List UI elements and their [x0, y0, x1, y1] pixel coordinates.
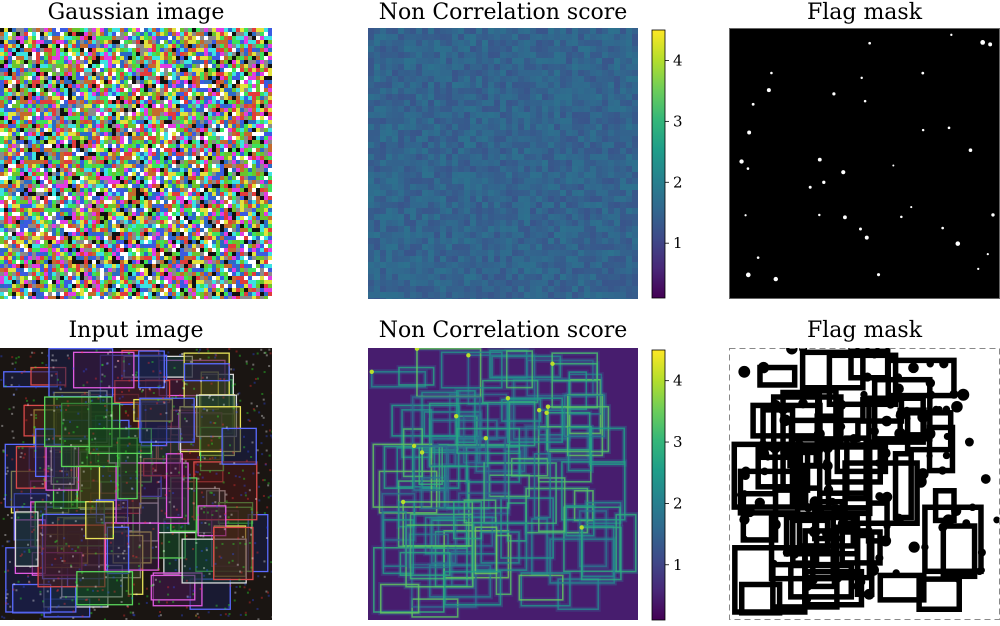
mask-background	[729, 28, 1000, 299]
colorbar-tick-label: 4	[673, 51, 683, 69]
noise-pixels	[0, 28, 272, 299]
colorbar-tick-label: 2	[673, 173, 683, 191]
panel-title: Non Correlation score	[368, 0, 638, 25]
score-field	[368, 28, 638, 299]
panel-title: Flag mask	[729, 318, 1000, 343]
colorbar-gradient	[652, 350, 665, 620]
noncorr-top-plot	[368, 28, 638, 299]
colorbar-tick-label: 3	[673, 112, 683, 130]
gaussian-image-plot	[0, 28, 272, 299]
colorbar-tick-label: 1	[673, 556, 683, 574]
colorbar-tick-label: 3	[673, 433, 683, 451]
colorbar-tick-label: 2	[673, 494, 683, 512]
colorbar-tick-label: 4	[673, 372, 683, 390]
panel-title: Non Correlation score	[368, 318, 638, 343]
colorbar-gradient	[652, 30, 665, 298]
colorbar-top: 1 2 3 4	[650, 28, 710, 300]
panel-flag-mask-bottom: Flag mask	[729, 318, 1000, 622]
panel-title: Gaussian image	[0, 0, 272, 25]
panel-title: Flag mask	[729, 0, 1000, 25]
panel-gaussian-image: Gaussian image	[0, 0, 272, 300]
panel-noncorr-top: Non Correlation score	[368, 0, 668, 300]
panel-flag-mask-top: Flag mask	[729, 0, 1000, 300]
panel-noncorr-bottom: Non Correlation score	[368, 318, 668, 622]
flag-mask-top-plot	[729, 28, 1000, 299]
colorbar-bottom: 1 2 3 4	[650, 348, 710, 622]
colorbar-tick-label: 1	[673, 234, 683, 252]
flag-mask-bottom-plot	[729, 348, 1000, 620]
input-image-plot	[0, 348, 272, 620]
panel-input-image: Input image	[0, 318, 272, 622]
panel-title: Input image	[0, 318, 272, 343]
noncorr-bottom-plot	[368, 348, 638, 620]
